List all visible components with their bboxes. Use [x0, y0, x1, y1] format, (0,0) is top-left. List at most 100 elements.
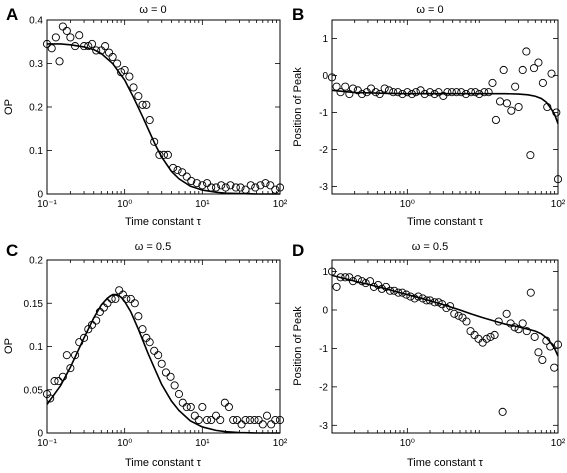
panel-a-data-point	[226, 181, 235, 190]
panel-a-data-point	[187, 176, 196, 185]
panel-a-data-point	[75, 31, 84, 40]
panel-b-data-point	[502, 99, 511, 108]
panel-c-data-point	[145, 338, 154, 347]
panel-a-data-point	[163, 150, 172, 159]
panel-d-data-point	[482, 334, 491, 343]
panel-c-x-tick-label: 10⁰	[117, 438, 132, 449]
panel-a-data-point	[261, 179, 270, 188]
panel-b-data-point	[526, 151, 535, 160]
panel-a-data-point	[66, 33, 75, 42]
panel-b-data-point	[495, 97, 505, 106]
panel-a-x-tick-label: 10²	[273, 199, 288, 210]
panel-c-data-point	[275, 415, 285, 425]
panel-b-data-point	[389, 88, 398, 97]
panel-c-data-point	[186, 402, 195, 412]
panel-d-data-point	[353, 275, 362, 284]
panel-d-data-point	[526, 288, 535, 297]
panel-a-data-point	[246, 181, 255, 190]
panel-d-data-point	[332, 282, 341, 291]
panel-b-data-point	[357, 89, 367, 99]
panel-d-data-point	[486, 332, 495, 341]
panel-c-x-tick-label: 10⁻¹	[37, 438, 57, 449]
panel-b-data-point	[538, 78, 547, 87]
panel-d-x-tick-label: 10⁰	[400, 438, 415, 449]
panel-c-data-point	[54, 377, 63, 386]
panel-a-data-point	[231, 183, 240, 192]
panel-c-data-point	[245, 415, 254, 425]
panel-a-data-point	[173, 166, 182, 175]
panel-d-title: ω = 0.5	[412, 241, 448, 253]
panel-b-data-point	[447, 88, 456, 97]
panel-c-x-tick-label: 10¹	[195, 438, 210, 449]
panel-c-data-point	[250, 415, 259, 425]
panel-b-data-point	[480, 88, 489, 97]
panel-b-plot-frame	[331, 19, 559, 195]
panel-c-plot-frame	[46, 259, 281, 434]
panel-b-data-point	[327, 73, 337, 82]
panel-b-data-point	[367, 84, 376, 93]
panel-d-data-point	[474, 334, 483, 343]
panel-d-data-point	[442, 304, 451, 313]
panel-a-data-point	[51, 33, 60, 42]
panel-c-x-tick-label: 10²	[273, 438, 288, 449]
panel-b-x-tick-label: 10⁰	[400, 199, 415, 210]
panel-d-data-point	[538, 355, 547, 365]
panel-b-data-point	[484, 88, 493, 97]
panel-a-data-point	[101, 42, 110, 51]
panel-d-data-point	[450, 309, 459, 318]
panel-a-data-point	[271, 185, 280, 194]
panel-a-plot-area: 10⁻¹ 10⁰ 10¹ 10² 0 0.1 0.2 0.3 0.4	[29, 16, 288, 211]
panel-c-y-tick-label: 0.15	[24, 299, 44, 310]
panel-b-y-tick-label: -3	[319, 182, 328, 193]
panel-b-plot-area: 10⁰ 10² -3 -2 -1 0 1	[319, 20, 566, 210]
panel-a-data-point	[251, 183, 260, 192]
panel-a-data-point	[192, 179, 201, 188]
panel-d-y-tick-label: -2	[319, 382, 328, 393]
panel-b-data-point	[491, 115, 500, 125]
panel-b-y-tick-label: -1	[319, 108, 328, 119]
panel-b-data-point	[522, 47, 531, 56]
panel-c-data-point	[157, 359, 166, 368]
panel-d-data-point	[490, 330, 499, 340]
panel-d-data-point	[410, 294, 419, 303]
panel-d-data-point	[502, 309, 511, 318]
panel-c-data-point	[211, 411, 221, 420]
panel-a-y-tick-label: 0.4	[29, 16, 43, 27]
panel-c-data-point	[229, 415, 238, 425]
panel-a-data-point	[202, 179, 212, 188]
panel-c-data-point	[182, 402, 191, 412]
panel-b-data-point	[471, 88, 480, 97]
panel-a-data-point	[120, 65, 129, 75]
panel-b-y-tick-label: 0	[322, 71, 328, 82]
panel-c-data-point	[62, 351, 71, 360]
panel-c-data-point	[262, 411, 272, 420]
panel-c-data-point	[150, 346, 159, 355]
panel-d-y-tick-label: -3	[319, 421, 328, 432]
panel-b-data-point	[411, 88, 420, 97]
panel-c-data-point	[241, 415, 250, 425]
panel-d-fit-curve	[331, 274, 559, 357]
panel-c-data-point	[194, 415, 203, 425]
panel-a-y-tick-label: 0.2	[29, 103, 43, 114]
panel-c-data-point	[258, 420, 267, 429]
panel-d-data-point	[327, 267, 337, 276]
panel-c-data-point	[220, 398, 229, 407]
panel-b-x-tick-label: 10²	[551, 199, 566, 210]
panel-letter-c: C	[6, 241, 18, 260]
panel-b-data-point	[380, 84, 389, 93]
panel-c-data-point	[134, 312, 143, 321]
panel-d-data-point	[357, 277, 367, 286]
panel-c-data-point	[166, 372, 175, 381]
panel-a-title: ω = 0	[139, 4, 166, 16]
panel-b-data-point	[341, 82, 350, 91]
panel-b-data-point	[452, 88, 461, 97]
panel-a-data-point	[92, 46, 101, 55]
panel-b-y-tick-label: 1	[322, 34, 328, 45]
panel-a-data-point	[256, 181, 265, 190]
panel-b-data-point	[434, 88, 443, 97]
panel-d-data-point	[454, 311, 463, 320]
panel-c-data-point	[271, 415, 280, 425]
panel-b-title: ω = 0	[416, 4, 443, 16]
panel-d-data-point	[518, 319, 527, 328]
panel-a-x-tick-label: 10⁰	[117, 199, 132, 210]
